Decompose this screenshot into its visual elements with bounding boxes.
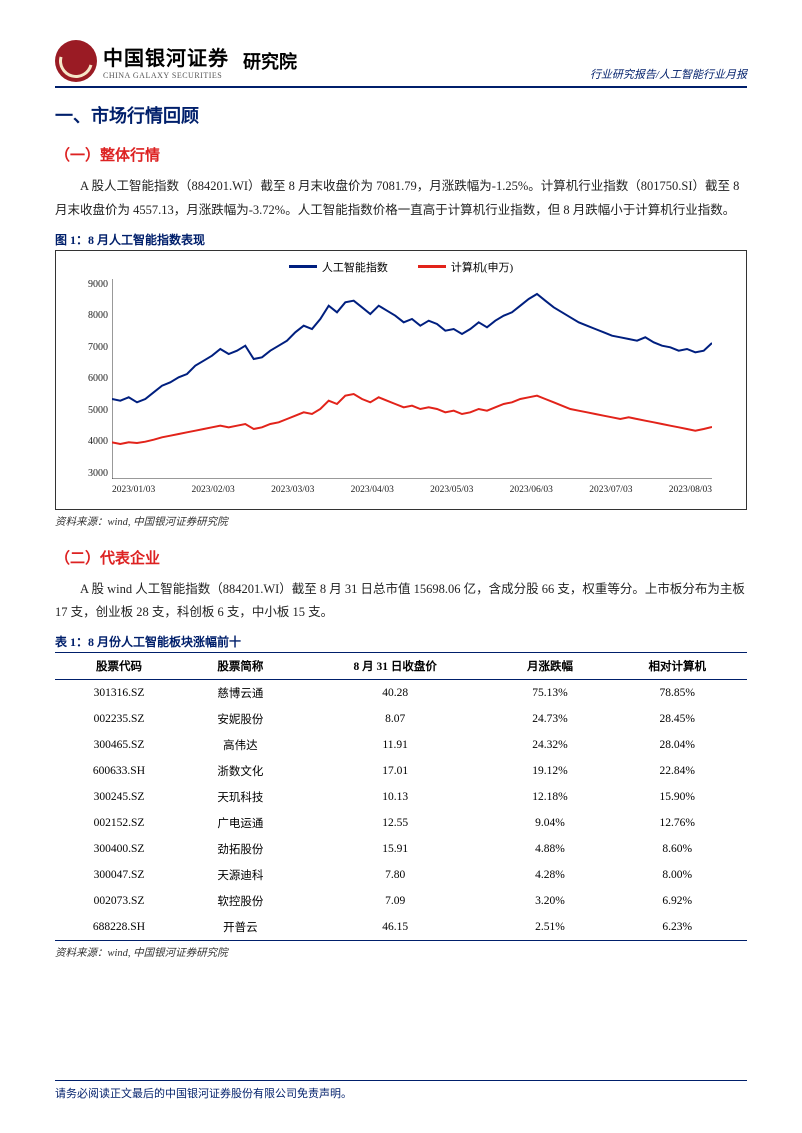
table-row: 600633.SH浙数文化17.0119.12%22.84% <box>55 758 747 784</box>
table-row: 300465.SZ高伟达11.9124.32%28.04% <box>55 732 747 758</box>
table-top10: 股票代码股票简称8 月 31 日收盘价月涨跌幅相对计算机 301316.SZ慈博… <box>55 652 747 941</box>
table-cell: 6.23% <box>607 914 747 941</box>
body-paragraph-1: A 股人工智能指数（884201.WI）截至 8 月末收盘价为 7081.79，… <box>55 175 747 223</box>
table-row: 002073.SZ软控股份7.093.20%6.92% <box>55 888 747 914</box>
table-cell: 高伟达 <box>183 732 298 758</box>
table-header-cell: 股票简称 <box>183 653 298 680</box>
table-cell: 8.60% <box>607 836 747 862</box>
table-cell: 9.04% <box>493 810 608 836</box>
table-cell: 浙数文化 <box>183 758 298 784</box>
table-header-cell: 8 月 31 日收盘价 <box>298 653 493 680</box>
chart-x-axis: 2023/01/032023/02/032023/03/032023/04/03… <box>112 485 712 495</box>
table-row: 688228.SH开普云46.152.51%6.23% <box>55 914 747 941</box>
table-cell: 8.00% <box>607 862 747 888</box>
table-cell: 300047.SZ <box>55 862 183 888</box>
table-cell: 002073.SZ <box>55 888 183 914</box>
table-cell: 3.20% <box>493 888 608 914</box>
table-cell: 4.28% <box>493 862 608 888</box>
breadcrumb: 行业研究报告/人工智能行业月报 <box>590 66 747 82</box>
table-cell: 75.13% <box>493 680 608 707</box>
table-cell: 12.76% <box>607 810 747 836</box>
table-row: 300400.SZ劲拓股份15.914.88%8.60% <box>55 836 747 862</box>
table-cell: 688228.SH <box>55 914 183 941</box>
section-title-1: 一、市场行情回顾 <box>55 102 747 132</box>
subsection-title-1: （一）整体行情 <box>55 144 747 165</box>
table-cell: 002152.SZ <box>55 810 183 836</box>
table-cell: 78.85% <box>607 680 747 707</box>
table-header-cell: 月涨跌幅 <box>493 653 608 680</box>
table-row: 300245.SZ天玑科技10.1312.18%15.90% <box>55 784 747 810</box>
table-cell: 7.80 <box>298 862 493 888</box>
table-1-caption: 表 1：8 月份人工智能板块涨幅前十 <box>55 633 747 650</box>
table-cell: 广电运通 <box>183 810 298 836</box>
table-row: 300047.SZ天源迪科7.804.28%8.00% <box>55 862 747 888</box>
table-cell: 40.28 <box>298 680 493 707</box>
table-cell: 7.09 <box>298 888 493 914</box>
subsection-title-2: （二）代表企业 <box>55 547 747 568</box>
logo-icon <box>55 40 97 82</box>
chart-legend: 人工智能指数 计算机(申万) <box>66 259 736 275</box>
logo-block: 中国银河证券 CHINA GALAXY SECURITIES 研究院 <box>55 40 297 82</box>
table-header-row: 股票代码股票简称8 月 31 日收盘价月涨跌幅相对计算机 <box>55 653 747 680</box>
table-cell: 002235.SZ <box>55 706 183 732</box>
table-row: 002235.SZ安妮股份8.0724.73%28.45% <box>55 706 747 732</box>
table-cell: 10.13 <box>298 784 493 810</box>
table-cell: 开普云 <box>183 914 298 941</box>
table-cell: 17.01 <box>298 758 493 784</box>
company-name-en: CHINA GALAXY SECURITIES <box>103 71 229 80</box>
table-cell: 15.91 <box>298 836 493 862</box>
table-row: 301316.SZ慈博云通40.2875.13%78.85% <box>55 680 747 707</box>
table-cell: 12.18% <box>493 784 608 810</box>
table-cell: 301316.SZ <box>55 680 183 707</box>
table-cell: 24.73% <box>493 706 608 732</box>
table-cell: 300245.SZ <box>55 784 183 810</box>
table-cell: 软控股份 <box>183 888 298 914</box>
legend-swatch-ai <box>289 265 317 268</box>
table-cell: 劲拓股份 <box>183 836 298 862</box>
table-cell: 15.90% <box>607 784 747 810</box>
legend-item-ai: 人工智能指数 <box>289 259 388 275</box>
table-cell: 天玑科技 <box>183 784 298 810</box>
table-1-source: 资料来源：wind, 中国银河证券研究院 <box>55 945 747 960</box>
legend-item-comp: 计算机(申万) <box>418 259 513 275</box>
table-cell: 28.45% <box>607 706 747 732</box>
legend-label-comp: 计算机(申万) <box>451 259 513 275</box>
table-cell: 19.12% <box>493 758 608 784</box>
table-header-cell: 相对计算机 <box>607 653 747 680</box>
table-cell: 8.07 <box>298 706 493 732</box>
table-cell: 6.92% <box>607 888 747 914</box>
table-cell: 安妮股份 <box>183 706 298 732</box>
table-cell: 22.84% <box>607 758 747 784</box>
table-cell: 11.91 <box>298 732 493 758</box>
legend-swatch-comp <box>418 265 446 268</box>
page-header: 中国银河证券 CHINA GALAXY SECURITIES 研究院 行业研究报… <box>55 40 747 88</box>
legend-label-ai: 人工智能指数 <box>322 259 388 275</box>
table-cell: 2.51% <box>493 914 608 941</box>
figure-1-caption: 图 1：8 月人工智能指数表现 <box>55 231 747 248</box>
figure-1-source: 资料来源：wind, 中国银河证券研究院 <box>55 514 747 529</box>
table-header-cell: 股票代码 <box>55 653 183 680</box>
body-paragraph-2: A 股 wind 人工智能指数（884201.WI）截至 8 月 31 日总市值… <box>55 578 747 626</box>
dept-label: 研究院 <box>243 48 297 74</box>
chart-plot <box>112 279 712 479</box>
table-cell: 300400.SZ <box>55 836 183 862</box>
chart-area: 9000800070006000500040003000 2023/01/032… <box>84 279 724 479</box>
table-cell: 天源迪科 <box>183 862 298 888</box>
table-cell: 24.32% <box>493 732 608 758</box>
page-footer: 请务必阅读正文最后的中国银河证券股份有限公司免责声明。 <box>55 1080 747 1101</box>
table-cell: 28.04% <box>607 732 747 758</box>
company-name-cn: 中国银河证券 <box>103 42 229 71</box>
table-cell: 4.88% <box>493 836 608 862</box>
table-cell: 慈博云通 <box>183 680 298 707</box>
table-row: 002152.SZ广电运通12.559.04%12.76% <box>55 810 747 836</box>
table-cell: 12.55 <box>298 810 493 836</box>
table-cell: 300465.SZ <box>55 732 183 758</box>
table-cell: 600633.SH <box>55 758 183 784</box>
chart-line: 人工智能指数 计算机(申万) 9000800070006000500040003… <box>55 250 747 510</box>
table-cell: 46.15 <box>298 914 493 941</box>
chart-y-axis: 9000800070006000500040003000 <box>80 279 108 479</box>
